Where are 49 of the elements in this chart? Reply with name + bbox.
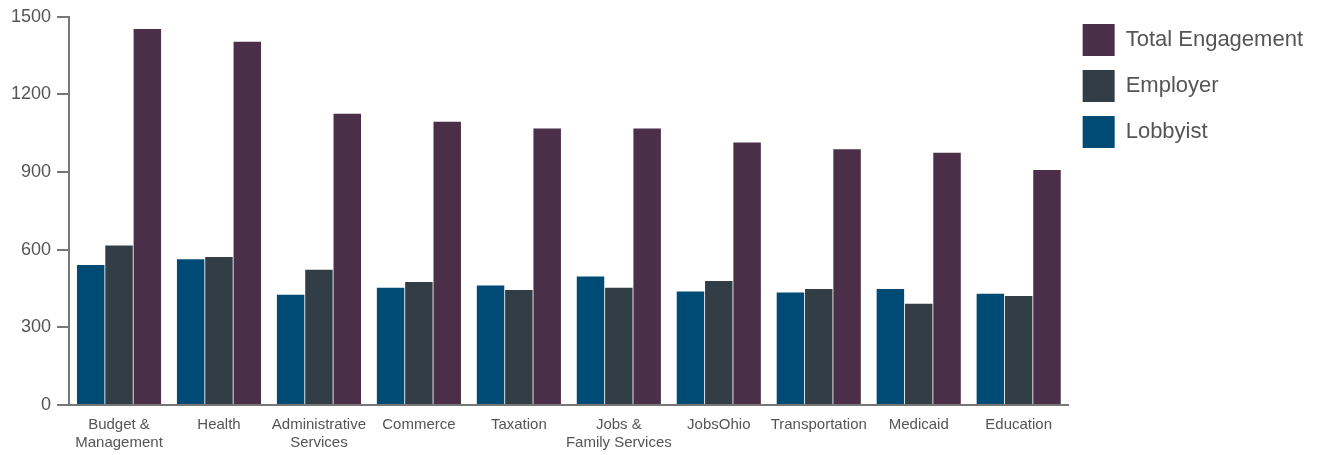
bar xyxy=(476,285,505,404)
bar xyxy=(133,28,162,404)
bar xyxy=(276,294,305,404)
bar xyxy=(676,291,705,404)
x-tick-label: Taxation xyxy=(490,415,547,433)
bar xyxy=(605,287,633,404)
bar xyxy=(1033,170,1061,404)
x-tick-label: Jobs & Family Services xyxy=(565,415,672,451)
bar xyxy=(405,282,433,404)
bar xyxy=(105,245,133,404)
y-tick-label: 600 xyxy=(21,238,52,259)
x-tick-label: Health xyxy=(197,415,241,433)
y-tick-label: 900 xyxy=(21,161,52,182)
x-tick-label: JobsOhio xyxy=(687,415,751,433)
x-tick-label: Budget & Management xyxy=(75,415,164,451)
bar xyxy=(805,289,833,404)
y-tick-label: 1200 xyxy=(11,83,52,104)
legend-label: Lobbyist xyxy=(1125,118,1208,144)
bar xyxy=(876,289,905,404)
x-tick-label: Commerce xyxy=(382,415,456,433)
bar xyxy=(76,264,105,404)
bar xyxy=(505,290,533,404)
bar xyxy=(376,287,405,404)
legend-label: Employer xyxy=(1125,72,1219,98)
y-tick-label: 300 xyxy=(21,316,52,337)
x-tick-label: Transportation xyxy=(770,415,867,433)
bar xyxy=(705,281,733,404)
y-tick-label: 0 xyxy=(41,393,52,414)
bar xyxy=(833,149,861,404)
legend-label: Total Engagement xyxy=(1125,26,1303,52)
bar xyxy=(433,121,461,404)
bar xyxy=(1004,296,1033,404)
bar xyxy=(333,113,362,404)
bar xyxy=(733,142,761,404)
bar xyxy=(933,152,961,404)
bar xyxy=(776,292,805,404)
y-tick-label: 1500 xyxy=(11,5,52,26)
x-tick-label: Administrative Services xyxy=(271,415,367,451)
bar xyxy=(633,128,661,404)
bar xyxy=(305,269,333,404)
x-tick-label: Medicaid xyxy=(888,415,949,433)
bar xyxy=(904,303,933,404)
bar xyxy=(576,276,605,404)
bar xyxy=(976,293,1005,404)
bar xyxy=(533,128,561,404)
bar xyxy=(176,259,205,404)
bar xyxy=(233,41,262,404)
bar xyxy=(205,256,233,404)
x-tick-label: Education xyxy=(985,415,1053,433)
